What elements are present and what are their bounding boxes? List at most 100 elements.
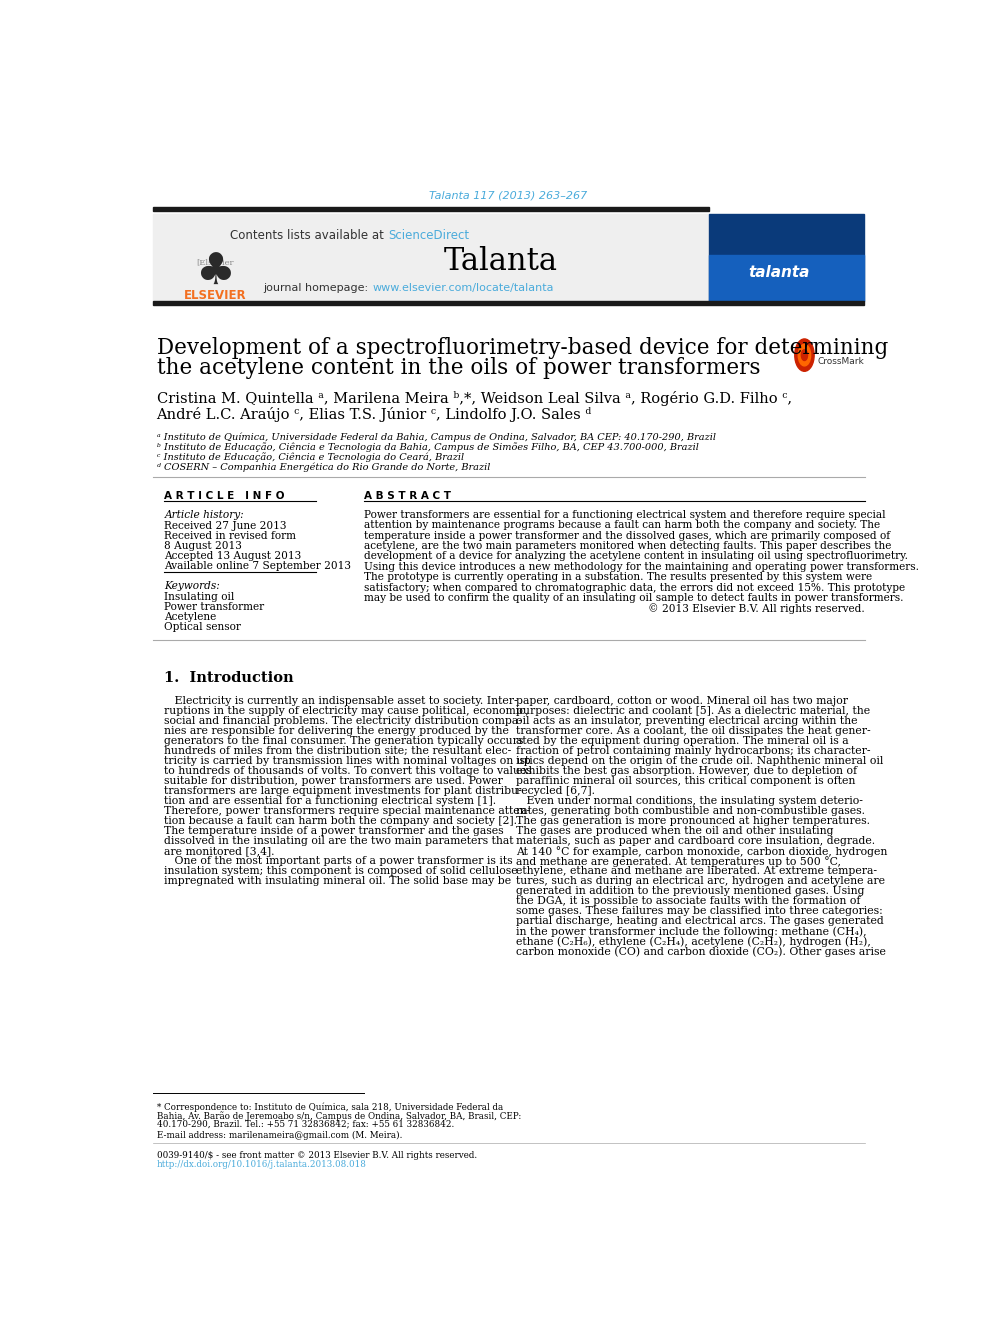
Text: the DGA, it is possible to associate faults with the formation of: the DGA, it is possible to associate fau…	[516, 897, 861, 906]
Text: E-mail address: marilenameira@gmail.com (M. Meira).: E-mail address: marilenameira@gmail.com …	[157, 1131, 402, 1140]
Text: Power transformers are essential for a functioning electrical system and therefo: Power transformers are essential for a f…	[364, 509, 886, 520]
Text: may be used to confirm the quality of an insulating oil sample to detect faults : may be used to confirm the quality of an…	[364, 593, 904, 603]
Text: ᵇ Instituto de Educação, Ciência e Tecnologia da Bahia, Campus de Simões Filho, : ᵇ Instituto de Educação, Ciência e Tecno…	[157, 442, 698, 452]
Text: [Elsevier
Logo]: [Elsevier Logo]	[196, 258, 234, 275]
Text: www.elsevier.com/locate/talanta: www.elsevier.com/locate/talanta	[373, 283, 555, 294]
Bar	[154, 302, 864, 306]
Text: oil acts as an insulator, preventing electrical arcing within the: oil acts as an insulator, preventing ele…	[516, 716, 858, 726]
Text: nies are responsible for delivering the energy produced by the: nies are responsible for delivering the …	[165, 726, 509, 737]
Text: ᵃ Instituto de Química, Universidade Federal da Bahia, Campus de Ondina, Salvado: ᵃ Instituto de Química, Universidade Fed…	[157, 433, 715, 442]
Ellipse shape	[795, 339, 814, 372]
Text: ethane (C₂H₆), ethylene (C₂H₄), acetylene (C₂H₂), hydrogen (H₂),: ethane (C₂H₆), ethylene (C₂H₄), acetylen…	[516, 937, 871, 947]
Text: tion and are essential for a functioning electrical system [1].: tion and are essential for a functioning…	[165, 796, 496, 806]
Text: Keywords:: Keywords:	[165, 582, 220, 591]
Text: Received 27 June 2013: Received 27 June 2013	[165, 521, 287, 531]
Text: recycled [6,7].: recycled [6,7].	[516, 786, 595, 796]
Text: rates, generating both combustible and non-combustible gases.: rates, generating both combustible and n…	[516, 806, 865, 816]
Text: purposes: dielectric and coolant [5]. As a dielectric material, the: purposes: dielectric and coolant [5]. As…	[516, 706, 870, 716]
Text: materials, such as paper and cardboard core insulation, degrade.: materials, such as paper and cardboard c…	[516, 836, 875, 847]
Text: Contents lists available at: Contents lists available at	[230, 229, 388, 242]
Text: ruptions in the supply of electricity may cause political, economic,: ruptions in the supply of electricity ma…	[165, 706, 529, 716]
Text: transformers are large equipment investments for plant distribu-: transformers are large equipment investm…	[165, 786, 522, 796]
Text: development of a device for analyzing the acetylene content in insulating oil us: development of a device for analyzing th…	[364, 552, 909, 561]
Text: partial discharge, heating and electrical arcs. The gases generated: partial discharge, heating and electrica…	[516, 917, 884, 926]
Text: Article history:: Article history:	[165, 509, 244, 520]
Text: are monitored [3,4].: are monitored [3,4].	[165, 847, 275, 856]
Text: Cristina M. Quintella ᵃ, Marilena Meira ᵇ,*, Weidson Leal Silva ᵃ, Rogério G.D. : Cristina M. Quintella ᵃ, Marilena Meira …	[157, 392, 792, 406]
Text: in the power transformer include the following: methane (CH₄),: in the power transformer include the fol…	[516, 926, 867, 937]
Bar	[709, 214, 864, 302]
Text: The prototype is currently operating in a substation. The results presented by t: The prototype is currently operating in …	[364, 573, 872, 582]
Text: social and financial problems. The electricity distribution compa-: social and financial problems. The elect…	[165, 716, 522, 726]
Text: dissolved in the insulating oil are the two main parameters that: dissolved in the insulating oil are the …	[165, 836, 514, 847]
Text: hundreds of miles from the distribution site; the resultant elec-: hundreds of miles from the distribution …	[165, 746, 512, 757]
Text: ScienceDirect: ScienceDirect	[388, 229, 469, 242]
Text: Using this device introduces a new methodology for the maintaining and operating: Using this device introduces a new metho…	[364, 562, 920, 572]
Text: * Correspondence to: Instituto de Química, sala 218, Universidade Federal da: * Correspondence to: Instituto de Químic…	[157, 1102, 503, 1111]
Text: Received in revised form: Received in revised form	[165, 531, 297, 541]
Text: Optical sensor: Optical sensor	[165, 622, 241, 631]
Text: satisfactory; when compared to chromatographic data, the errors did not exceed 1: satisfactory; when compared to chromatog…	[364, 582, 906, 593]
Text: ated by the equipment during operation. The mineral oil is a: ated by the equipment during operation. …	[516, 737, 849, 746]
Text: 0039-9140/$ - see front matter © 2013 Elsevier B.V. All rights reserved.: 0039-9140/$ - see front matter © 2013 El…	[157, 1151, 477, 1159]
Text: Accepted 13 August 2013: Accepted 13 August 2013	[165, 550, 302, 561]
Text: 40.170-290, Brazil. Tel.: +55 71 32836842; fax: +55 61 32836842.: 40.170-290, Brazil. Tel.: +55 71 3283684…	[157, 1119, 453, 1129]
Text: tures, such as during an electrical arc, hydrogen and acetylene are: tures, such as during an electrical arc,…	[516, 876, 885, 886]
Text: Therefore, power transformers require special maintenance atten-: Therefore, power transformers require sp…	[165, 806, 531, 816]
Text: Electricity is currently an indispensable asset to society. Inter-: Electricity is currently an indispensabl…	[165, 696, 518, 706]
Text: The temperature inside of a power transformer and the gases: The temperature inside of a power transf…	[165, 827, 504, 836]
Text: One of the most important parts of a power transformer is its: One of the most important parts of a pow…	[165, 856, 513, 867]
Text: generated in addition to the previously mentioned gases. Using: generated in addition to the previously …	[516, 886, 865, 897]
Text: temperature inside a power transformer and the dissolved gases, which are primar: temperature inside a power transformer a…	[364, 531, 891, 541]
Text: ♣: ♣	[195, 251, 235, 294]
Text: Available online 7 September 2013: Available online 7 September 2013	[165, 561, 351, 570]
Text: insulation system; this component is composed of solid cellulose: insulation system; this component is com…	[165, 867, 518, 876]
Text: © 2013 Elsevier B.V. All rights reserved.: © 2013 Elsevier B.V. All rights reserved…	[648, 603, 865, 614]
Text: tricity is carried by transmission lines with nominal voltages on up: tricity is carried by transmission lines…	[165, 757, 531, 766]
Text: fraction of petrol containing mainly hydrocarbons; its character-: fraction of petrol containing mainly hyd…	[516, 746, 871, 757]
Bar	[154, 214, 293, 302]
Text: acetylene, are the two main parameters monitored when detecting faults. This pap: acetylene, are the two main parameters m…	[364, 541, 892, 552]
Text: carbon monoxide (CO) and carbon dioxide (CO₂). Other gases arise: carbon monoxide (CO) and carbon dioxide …	[516, 946, 886, 957]
Text: At 140 °C for example, carbon monoxide, carbon dioxide, hydrogen: At 140 °C for example, carbon monoxide, …	[516, 847, 888, 857]
Text: istics depend on the origin of the crude oil. Naphthenic mineral oil: istics depend on the origin of the crude…	[516, 757, 884, 766]
Text: ethylene, ethane and methane are liberated. At extreme tempera-: ethylene, ethane and methane are liberat…	[516, 867, 877, 876]
Text: The gases are produced when the oil and other insulating: The gases are produced when the oil and …	[516, 827, 833, 836]
Text: Power transformer: Power transformer	[165, 602, 265, 611]
Text: paper, cardboard, cotton or wood. Mineral oil has two major: paper, cardboard, cotton or wood. Minera…	[516, 696, 848, 706]
Text: Talanta: Talanta	[443, 246, 558, 277]
Text: exhibits the best gas absorption. However, due to depletion of: exhibits the best gas absorption. Howeve…	[516, 766, 857, 777]
Text: and methane are generated. At temperatures up to 500 °C,: and methane are generated. At temperatur…	[516, 856, 841, 868]
Text: some gases. These failures may be classified into three categories:: some gases. These failures may be classi…	[516, 906, 883, 917]
Text: to hundreds of thousands of volts. To convert this voltage to values: to hundreds of thousands of volts. To co…	[165, 766, 532, 777]
Text: talanta: talanta	[748, 265, 809, 280]
Text: CrossMark: CrossMark	[817, 357, 864, 365]
Text: André L.C. Araújo ᶜ, Elias T.S. Júnior ᶜ, Lindolfo J.O. Sales ᵈ: André L.C. Araújo ᶜ, Elias T.S. Júnior ᶜ…	[157, 406, 592, 422]
Text: Even under normal conditions, the insulating system deterio-: Even under normal conditions, the insula…	[516, 796, 863, 806]
Text: ELSEVIER: ELSEVIER	[185, 290, 247, 303]
Text: Bahia, Av. Barão de Jeremoabo s/n, Campus de Ondina, Salvador, BA, Brasil, CEP:: Bahia, Av. Barão de Jeremoabo s/n, Campu…	[157, 1111, 521, 1121]
Bar	[293, 214, 709, 302]
Bar	[709, 255, 864, 302]
Text: 8 August 2013: 8 August 2013	[165, 541, 242, 550]
Text: tion because a fault can harm both the company and society [2].: tion because a fault can harm both the c…	[165, 816, 517, 827]
Ellipse shape	[799, 344, 810, 366]
Text: impregnated with insulating mineral oil. The solid base may be: impregnated with insulating mineral oil.…	[165, 876, 512, 886]
Text: attention by maintenance programs because a fault can harm both the company and : attention by maintenance programs becaus…	[364, 520, 880, 531]
Text: A B S T R A C T: A B S T R A C T	[364, 491, 451, 501]
Text: ᵈ COSERN – Companhia Energética do Rio Grande do Norte, Brazil: ᵈ COSERN – Companhia Energética do Rio G…	[157, 462, 490, 471]
Ellipse shape	[802, 349, 807, 360]
Text: journal homepage:: journal homepage:	[263, 283, 372, 294]
Text: Acetylene: Acetylene	[165, 611, 216, 622]
Text: A R T I C L E   I N F O: A R T I C L E I N F O	[165, 491, 285, 501]
Bar	[154, 208, 709, 212]
Text: ᶜ Instituto de Educação, Ciência e Tecnologia do Ceará, Brazil: ᶜ Instituto de Educação, Ciência e Tecno…	[157, 452, 463, 462]
Text: The gas generation is more pronounced at higher temperatures.: The gas generation is more pronounced at…	[516, 816, 870, 827]
Text: 1.  Introduction: 1. Introduction	[165, 671, 294, 685]
Text: Insulating oil: Insulating oil	[165, 591, 235, 602]
Text: paraffinic mineral oil sources, this critical component is often: paraffinic mineral oil sources, this cri…	[516, 777, 855, 786]
Text: generators to the final consumer. The generation typically occurs: generators to the final consumer. The ge…	[165, 737, 524, 746]
Text: transformer core. As a coolant, the oil dissipates the heat gener-: transformer core. As a coolant, the oil …	[516, 726, 871, 737]
Text: Development of a spectrofluorimetry-based device for determining: Development of a spectrofluorimetry-base…	[157, 337, 888, 360]
Text: suitable for distribution, power transformers are used. Power: suitable for distribution, power transfo…	[165, 777, 503, 786]
